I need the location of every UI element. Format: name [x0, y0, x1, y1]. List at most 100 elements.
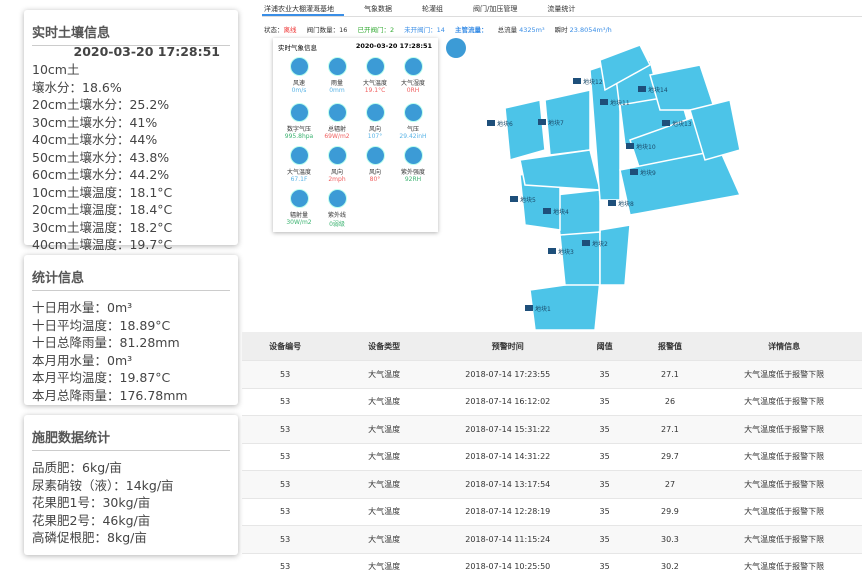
table-cell: 2018-07-14 16:12:02: [439, 387, 576, 416]
valve-icon[interactable]: [548, 248, 556, 254]
icon: [289, 146, 309, 165]
info-line: 花果肥1号：30kg/亩: [32, 495, 151, 510]
nav-tab[interactable]: 气象数据: [364, 5, 392, 13]
icon: [403, 146, 423, 165]
soil-card: 实时土壤信息 2020-03-20 17:28:51 10cm土 壤水分：18.6…: [24, 10, 238, 252]
table-cell: 大气温度低于报警下限: [706, 552, 862, 580]
table-row: 53 大气温度 2018-07-14 13:17:54 35 27 大气温度低于报警下限: [242, 470, 862, 498]
plot-label: 地块10: [636, 143, 656, 151]
weather-name: 紫外强度: [400, 169, 425, 176]
text: 主管流量：: [455, 26, 488, 34]
info-line: 30cm土壤水分：41%: [32, 114, 158, 130]
table-cell: 27: [633, 470, 707, 498]
weather-name: 风向: [330, 169, 343, 176]
plot-label: 地块9: [640, 169, 656, 177]
weather-name: 紫外线: [327, 212, 346, 219]
page: 实时土壤信息 2020-03-20 17:28:51 10cm土 壤水分：18.6…: [24, 0, 862, 580]
table-cell: 35: [575, 470, 634, 498]
valve-icon[interactable]: [630, 169, 638, 175]
valve-icon[interactable]: [573, 78, 581, 84]
info-line: 壤水分：18.6%: [32, 79, 122, 95]
info-line: 高磷促根肥：8kg/亩: [32, 530, 147, 545]
timestamp: 2020-03-20 17:28:51: [73, 44, 221, 59]
nav-tab[interactable]: 洋浦农业大棚灌溉基地: [262, 0, 344, 16]
nav-tab[interactable]: 轮灌组: [422, 5, 443, 13]
table-cell: 2018-07-14 14:31:22: [439, 442, 576, 471]
weather-panel: 实时气象信息 2020-03-20 17:28:51 风速 0m/s 雨量 0mm 大气…: [273, 38, 438, 232]
label: 状态：: [264, 26, 284, 34]
weather-item: 大气湿度 0RH: [394, 57, 432, 94]
valve-icon[interactable]: [638, 86, 646, 92]
fert-card: 施肥数据统计 品质肥：6kg/亩 尿素硝铵（液）：14kg/亩 花果肥1号：30kg…: [24, 415, 238, 555]
table-cell: 大气温度低于报警下限: [706, 470, 862, 498]
icon: [365, 57, 385, 76]
valve-icon[interactable]: [626, 143, 634, 149]
valve-icon[interactable]: [662, 120, 670, 126]
weather-item: 数字气压 995.8hpa: [280, 103, 318, 140]
weather-badge[interactable]: [446, 38, 466, 58]
icon: [365, 103, 385, 122]
valve-icon[interactable]: [600, 99, 608, 105]
plot-label: 地块6: [497, 120, 513, 128]
table-row: 53 大气温度 2018-07-14 14:31:22 35 29.7 大气温度低于报警下…: [242, 442, 862, 471]
plot-label: 地块13: [672, 120, 692, 128]
text: 未开阀门：14: [404, 26, 445, 34]
table-cell: 大气温度低于报警下限: [706, 442, 862, 471]
valve-icon[interactable]: [510, 196, 518, 202]
plot-label: 地块3: [558, 248, 574, 256]
weather-value: 107°: [367, 133, 383, 140]
weather-item: 总辐射 69W/m2: [318, 103, 356, 140]
info-line: 20cm土壤水分：25.2%: [32, 97, 170, 112]
table-cell: 大气温度: [328, 470, 440, 498]
weather-item: 风速 0m/s: [280, 57, 318, 94]
list: 10cm土 壤水分：18.6% 20cm土壤水分：25.2% 30cm土壤水分：41%…: [24, 61, 238, 254]
weather-name: 雨量: [330, 80, 343, 87]
icon: [289, 103, 309, 122]
nav-tab[interactable]: 流量统计: [547, 5, 576, 13]
table-cell: 29.9: [633, 497, 707, 526]
weather-name: 大气湿度: [400, 80, 425, 87]
table-cell: 2018-07-14 17:23:55: [439, 360, 576, 388]
valve-icon[interactable]: [608, 200, 616, 206]
info-line: 本月总降雨量：176.78mm: [32, 387, 188, 403]
info-line: 30cm土壤温度：18.2°C: [32, 219, 173, 235]
info-line: 尿素硝铵（液）：14kg/亩: [32, 477, 174, 493]
state: 离线: [283, 26, 297, 34]
valve-icon[interactable]: [543, 208, 551, 214]
text: 23.8054m³/h: [569, 26, 612, 34]
text: 总流量: [497, 26, 518, 34]
table-cell: 53: [242, 387, 329, 416]
table-cell: 29.7: [633, 442, 707, 471]
plot-label: 地块14: [648, 86, 668, 94]
text: 4325m³: [519, 26, 545, 34]
weather-item: 雨量 0mm: [318, 57, 356, 94]
valve-icon[interactable]: [538, 119, 546, 125]
table-cell: 大气温度: [328, 387, 440, 416]
info-line: 品质肥：6kg/亩: [32, 460, 122, 475]
valve-icon[interactable]: [525, 305, 533, 311]
map: 地块1 地块2 地块3 地块4 地块5 地块6 地块7 地块8 地块9 地块10 地块11 地块12 地…: [446, 38, 742, 330]
plot-label: 地块7: [548, 119, 564, 127]
valve-icon[interactable]: [582, 240, 590, 246]
weather-name: 总辐射: [327, 126, 346, 133]
info-line: 20cm土壤温度：18.4°C: [32, 202, 173, 217]
weather-value: 2mph: [328, 176, 346, 183]
plot-label: 地块1: [535, 305, 551, 313]
table-cell: 30.2: [633, 552, 707, 580]
icon: [403, 103, 423, 122]
info-line: 十日总降雨量：81.28mm: [32, 335, 180, 350]
table-cell: 53: [242, 470, 329, 498]
valve-icon[interactable]: [487, 120, 495, 126]
table-cell: 53: [242, 415, 329, 443]
weather-name: 风向: [368, 126, 381, 133]
status-bar: 状态：离线 阀门数量：16 已开阀门：2 未开阀门：14 主管流量： 总流量 43…: [264, 24, 620, 34]
weather-value: 0m/s: [291, 87, 307, 94]
icon: [327, 103, 347, 122]
icon: [403, 57, 423, 76]
table-cell: 53: [242, 360, 329, 388]
text: 阀门数量：16: [306, 26, 348, 34]
table-cell: 35: [575, 387, 634, 416]
nav-tab[interactable]: 阀门/加压管理: [473, 5, 518, 13]
column-header: 阈值: [575, 332, 634, 361]
weather-value: 67.1F: [290, 176, 308, 183]
